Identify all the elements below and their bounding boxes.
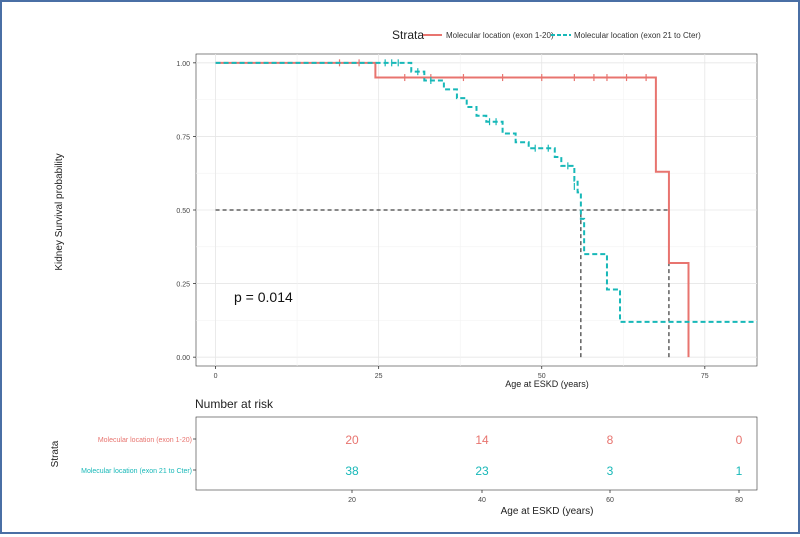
- risk-count: 20: [345, 433, 359, 447]
- y-axis: 0.00 0.25 0.50 0.75 1.00: [176, 61, 196, 362]
- legend-title: Strata: [392, 28, 424, 42]
- risk-count: 8: [607, 433, 614, 447]
- legend-label-exon-1-20: Molecular location (exon 1-20): [446, 31, 554, 40]
- risk-x-tick-label: 80: [735, 497, 743, 504]
- risk-x-tick-label: 60: [606, 497, 614, 504]
- x-tick-label: 25: [375, 373, 383, 380]
- survival-plot: 0.00 0.25 0.50 0.75 1.00 0 25 50 75 p = 0.014 K…: [54, 53, 758, 389]
- risk-table-y-title: Strata: [50, 440, 61, 467]
- risk-table: Number at risk Strata Age at ESKD (years…: [50, 397, 758, 517]
- y-tick-label: 0.50: [176, 208, 190, 215]
- survival-curves: [215, 59, 757, 358]
- legend-label-exon-21-cter: Molecular location (exon 21 to Cter): [574, 31, 701, 40]
- y-tick-label: 0.25: [176, 282, 190, 289]
- p-value-label: p = 0.014: [234, 289, 293, 305]
- risk-count: 0: [736, 433, 743, 447]
- survival-curve-exon-1-20: [215, 61, 690, 358]
- risk-row-label: Molecular location (exon 21 to Cter): [81, 468, 192, 475]
- x-axis-title: Age at ESKD (years): [505, 379, 589, 389]
- x-tick-label: 50: [538, 373, 546, 380]
- risk-count: 3: [607, 464, 614, 478]
- survival-curve-exon-21-cter: [215, 61, 757, 323]
- risk-x-tick-label: 40: [478, 497, 486, 504]
- y-tick-label: 1.00: [176, 61, 190, 68]
- risk-table-panel: [195, 416, 758, 491]
- legend: Strata Molecular location (exon 1-20) Mo…: [392, 28, 701, 42]
- risk-count: 23: [475, 464, 489, 478]
- x-tick-label: 0: [214, 373, 218, 380]
- risk-row-label: Molecular location (exon 1-20): [98, 437, 192, 444]
- risk-count: 38: [345, 464, 359, 478]
- y-tick-label: 0.00: [176, 355, 190, 362]
- risk-table-x-title: Age at ESKD (years): [501, 506, 594, 517]
- risk-table-title: Number at risk: [195, 397, 274, 411]
- risk-count: 14: [475, 433, 489, 447]
- x-tick-label: 75: [701, 373, 709, 380]
- y-axis-title: Kidney Survival probability: [54, 153, 65, 270]
- x-axis: 0 25 50 75: [214, 366, 709, 380]
- risk-count: 1: [736, 464, 743, 478]
- risk-table-cells: Molecular location (exon 1-20) 20 14 8 0Mole…: [81, 433, 743, 504]
- risk-x-tick-label: 20: [348, 497, 356, 504]
- y-tick-label: 0.75: [176, 134, 190, 141]
